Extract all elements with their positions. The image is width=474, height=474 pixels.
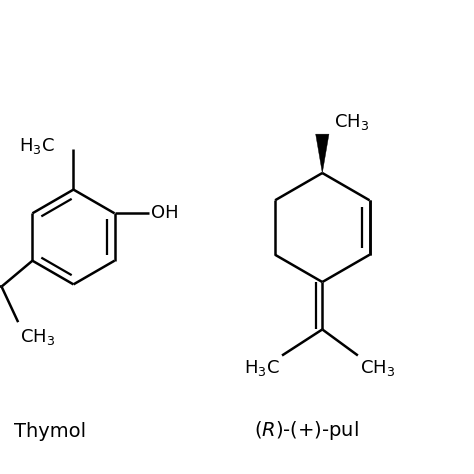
Polygon shape [316,134,329,173]
Text: CH$_3$: CH$_3$ [334,112,369,132]
Text: CH$_3$: CH$_3$ [19,327,55,347]
Text: H$_3$C: H$_3$C [18,136,55,155]
Text: OH: OH [151,204,178,222]
Text: ($R$)-(+)-pul: ($R$)-(+)-pul [254,419,358,442]
Text: H$_3$C: H$_3$C [244,358,280,378]
Text: CH$_3$: CH$_3$ [360,358,395,378]
Text: Thymol: Thymol [14,422,86,441]
